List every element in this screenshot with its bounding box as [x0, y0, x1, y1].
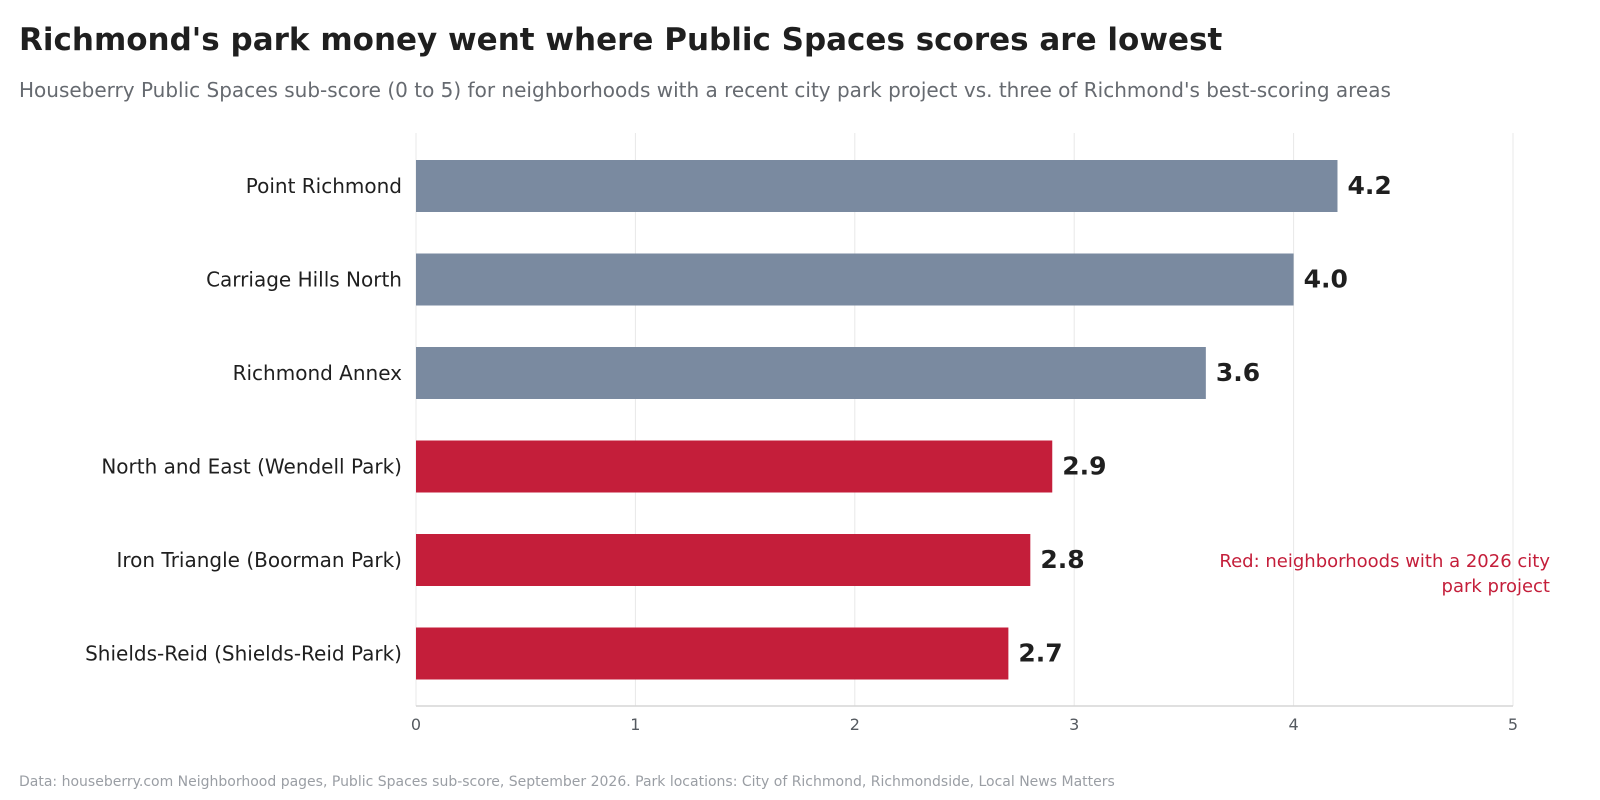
category-label: Point Richmond [246, 174, 402, 198]
value-label: 2.7 [1018, 639, 1062, 668]
bar [416, 253, 1294, 306]
category-label: Carriage Hills North [206, 268, 402, 292]
category-label: Shields-Reid (Shields-Reid Park) [85, 642, 402, 666]
chart-subtitle: Houseberry Public Spaces sub-score (0 to… [19, 78, 1391, 102]
bar [416, 347, 1206, 399]
x-tick-label: 3 [1069, 715, 1079, 734]
x-tick-label: 1 [630, 715, 640, 734]
legend-annotation: Red: neighborhoods with a 2026 city park… [1219, 551, 1550, 597]
x-tick-label: 2 [850, 715, 860, 734]
value-label: 4.0 [1304, 265, 1348, 294]
category-label: North and East (Wendell Park) [101, 455, 402, 479]
bar [416, 160, 1338, 212]
bars [416, 160, 1338, 680]
bar [416, 627, 1009, 680]
value-label: 3.6 [1216, 358, 1260, 387]
labels: 0 1 2 3 4 5 Point Richmond 4.2 Carriage Hills No… [85, 171, 1518, 734]
category-label: Richmond Annex [233, 361, 403, 385]
x-tick-label: 4 [1289, 715, 1299, 734]
bar [416, 440, 1053, 493]
category-label: Iron Triangle (Boorman Park) [116, 548, 402, 572]
x-tick-label: 5 [1508, 715, 1518, 734]
bar [416, 534, 1031, 586]
source-note: Data: houseberry.com Neighborhood pages,… [19, 774, 1115, 790]
value-label: 2.8 [1040, 545, 1084, 574]
x-tick-label: 0 [411, 715, 421, 734]
grid-lines [415, 133, 1514, 707]
value-label: 2.9 [1062, 452, 1106, 481]
chart-title: Richmond's park money went where Public … [19, 22, 1223, 58]
value-label: 4.2 [1347, 171, 1391, 200]
